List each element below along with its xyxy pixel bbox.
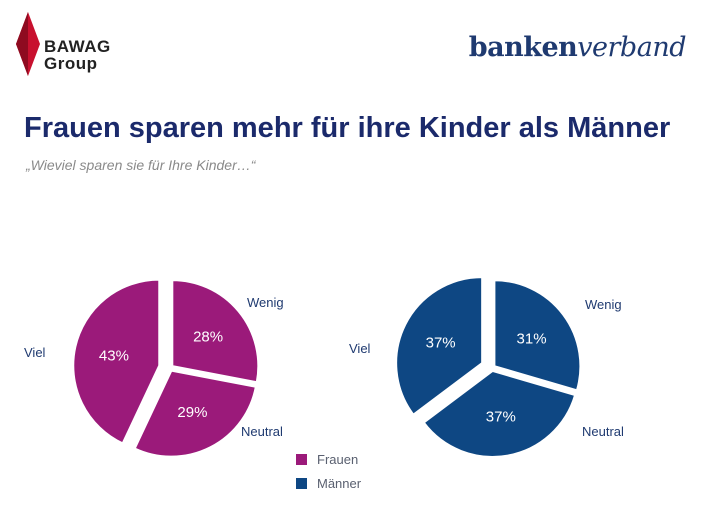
bawag-name: BAWAG [44,37,111,56]
pie-1-pct-viel: 37% [426,334,456,351]
pie-0-slice-wenig [171,279,260,384]
legend-label: Frauen [317,452,359,467]
legend-item-0: Frauen [296,452,361,467]
page-subtitle: „Wieviel sparen sie für Ihre Kinder…“ [26,157,256,173]
legend-swatch [296,454,307,465]
pie-0-pct-wenig: 28% [193,328,223,345]
bawag-mark-icon [16,12,40,76]
pie-1-slice-wenig [493,279,582,392]
pie-0-slice-viel [72,278,161,445]
pie-0-category-viel: Viel [24,345,46,360]
chart-legend: Frauen Männer [296,452,361,500]
pie-1-pct-wenig: 31% [517,330,547,347]
bankenverband-logo: bankenverband [468,32,687,63]
pie-1-pct-neutral: 37% [486,409,516,426]
pie-0-slice-neutral [133,369,258,458]
bankenverband-logo-part1: banken [468,32,578,63]
pie-0-category-wenig: Wenig [247,295,284,310]
pie-0-pct-viel: 43% [99,347,129,364]
pie-1-category-wenig: Wenig [585,297,622,312]
page-title: Frauen sparen mehr für ihre Kinder als M… [24,112,671,144]
pie-1-slice-viel [395,276,484,417]
legend-label: Männer [317,476,362,491]
pie-1-slice-neutral [422,369,577,458]
legend-item-1: Männer [296,476,361,491]
pie-0-category-neutral: Neutral [241,424,283,439]
pie-1-category-neutral: Neutral [582,424,624,439]
legend-swatch [296,478,307,489]
pie-0-pct-neutral: 29% [177,404,207,421]
bawag-subname: Group [44,54,98,73]
bankenverband-logo-part2: verband [577,32,686,63]
pie-1-category-viel: Viel [349,341,371,356]
bawag-logo: BAWAG Group [14,12,144,76]
